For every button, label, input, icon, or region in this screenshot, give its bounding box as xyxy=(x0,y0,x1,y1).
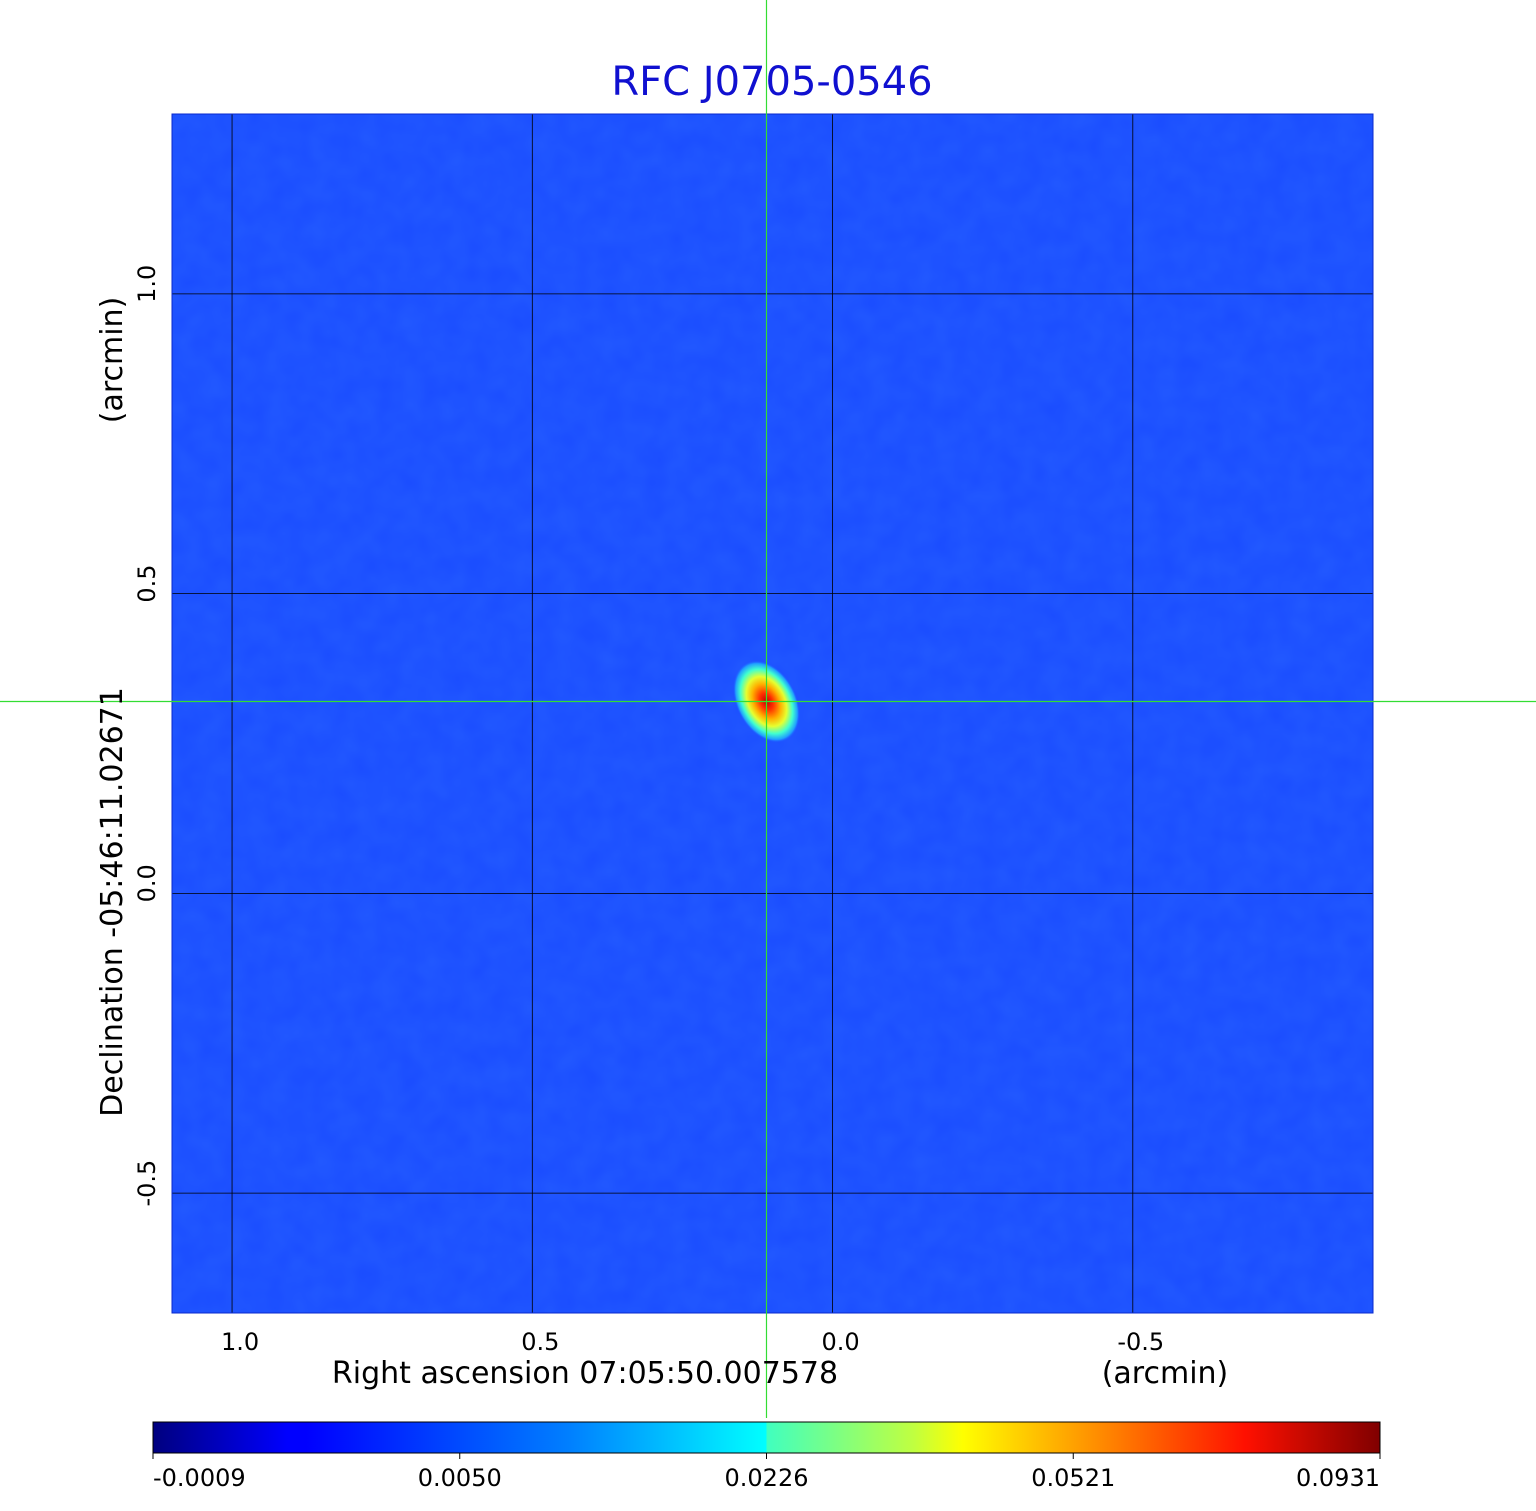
colorbar-tick-label: -0.0009 xyxy=(153,1464,246,1492)
grid-vertical xyxy=(231,114,1134,1313)
colorbar-tick-labels: -0.0009 0.0050 0.0226 0.0521 0.0931 xyxy=(152,1453,1381,1492)
x-tick-label: 0.5 xyxy=(521,1328,559,1356)
y-tick-label: 1.0 xyxy=(133,265,161,303)
x-tick-label: 1.0 xyxy=(221,1328,259,1356)
x-tick-labels: 1.0 0.5 0.0 -0.5 xyxy=(221,1328,1164,1356)
y-axis-unit: (arcmin) xyxy=(95,297,130,424)
grid-horizontal xyxy=(172,293,1373,1194)
x-axis-unit: (arcmin) xyxy=(1102,1356,1229,1391)
y-tick-label: -0.5 xyxy=(133,1160,161,1207)
colorbar-tick-label: 0.0521 xyxy=(1031,1464,1115,1492)
chart-title: RFC J0705-0546 xyxy=(611,59,932,105)
y-axis-label: Declination -05:46:11.02671 xyxy=(95,687,130,1117)
colorbar-tick-label: 0.0226 xyxy=(725,1464,809,1492)
y-tick-label: 0.0 xyxy=(133,864,161,902)
y-tick-labels: 1.0 0.5 0.0 -0.5 xyxy=(133,265,161,1207)
x-tick-label: -0.5 xyxy=(1117,1328,1164,1356)
colorbar-tick-label: 0.0931 xyxy=(1296,1464,1380,1492)
x-tick-label: 0.0 xyxy=(821,1328,859,1356)
colorbar-tick-label: 0.0050 xyxy=(418,1464,502,1492)
colorbar xyxy=(152,1421,1381,1454)
x-axis-label: Right ascension 07:05:50.007578 xyxy=(332,1356,838,1391)
plot-area xyxy=(172,114,1373,1313)
y-tick-label: 0.5 xyxy=(133,565,161,603)
plot-frame xyxy=(171,113,1374,1314)
